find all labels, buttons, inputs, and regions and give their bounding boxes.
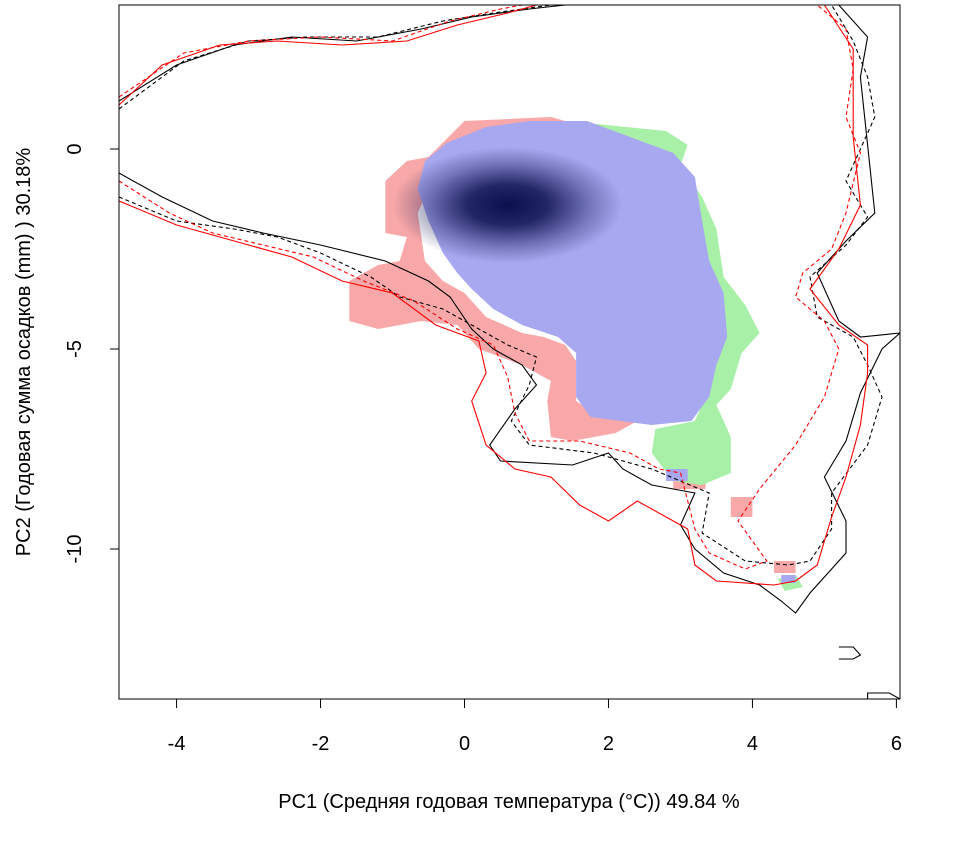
plot-frame xyxy=(118,4,901,700)
black-solid-contour-2 xyxy=(119,5,566,102)
y-axis: 0 -5 -10 xyxy=(64,143,119,563)
x-axis: -4 -2 0 2 4 6 xyxy=(168,699,902,755)
x-axis-title: PC1 (Средняя годовая температура (°C)) 4… xyxy=(278,791,740,813)
black-solid-contour-0 xyxy=(119,5,900,614)
x-tick-label: 2 xyxy=(603,733,614,755)
density-layer xyxy=(349,117,803,591)
green-only-region-4 xyxy=(579,123,760,485)
red-only-region-2 xyxy=(730,497,753,517)
overlap-region-7 xyxy=(666,469,688,481)
black-dashed-contour-3 xyxy=(119,5,551,110)
y-tick-label: 0 xyxy=(64,143,86,154)
contour-layer xyxy=(119,5,900,699)
y-axis-title: PC2 (Годовая сумма осадков (mm) ) 30.18% xyxy=(13,148,35,557)
x-tick-label: 4 xyxy=(747,733,758,755)
x-tick-label: 6 xyxy=(891,733,902,755)
red-solid-contour-6 xyxy=(119,5,537,106)
red-dashed-contour-5 xyxy=(119,5,861,570)
x-tick-label: 0 xyxy=(459,733,470,755)
red-only-region-3 xyxy=(774,561,796,573)
x-tick-label: -2 xyxy=(312,733,330,755)
red-solid-contour-4 xyxy=(119,5,869,586)
y-tick-label: -5 xyxy=(64,340,86,358)
black-solid-contour-9 xyxy=(867,692,900,699)
black-solid-contour-8 xyxy=(838,646,862,660)
density-peak xyxy=(392,147,623,263)
red-dashed-contour-7 xyxy=(119,5,523,98)
y-tick-label: -10 xyxy=(64,535,86,564)
x-tick-label: -4 xyxy=(168,733,186,755)
black-dashed-contour-1 xyxy=(119,5,883,566)
overlap-region-8 xyxy=(781,575,796,583)
